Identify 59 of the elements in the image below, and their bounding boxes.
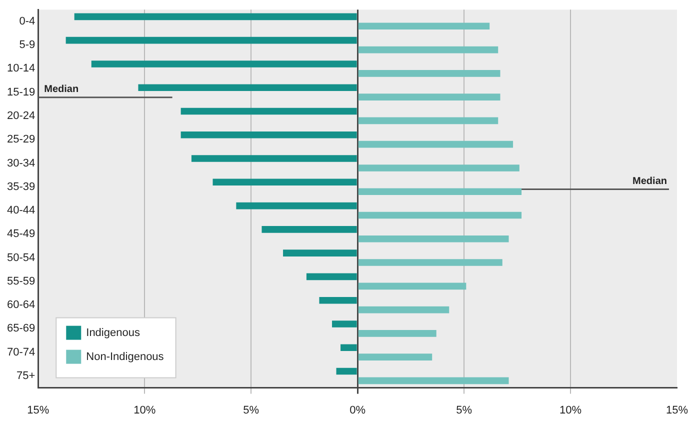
x-tick-label: 10% xyxy=(560,404,582,416)
y-tick-label: 60-64 xyxy=(6,299,36,312)
y-tick-label: 65-69 xyxy=(6,322,36,335)
y-tick-label: 0-4 xyxy=(19,15,36,28)
bar xyxy=(358,140,514,148)
bar xyxy=(358,46,498,54)
bar xyxy=(358,235,509,242)
x-tick-label: 0% xyxy=(350,404,366,416)
bar xyxy=(358,94,500,100)
y-tick-label: 50-54 xyxy=(6,252,36,264)
x-tick-label: 10% xyxy=(134,404,156,416)
bar xyxy=(358,306,450,314)
bar xyxy=(283,250,357,256)
x-tick-label: 15% xyxy=(27,404,50,416)
bar xyxy=(236,202,357,210)
bar xyxy=(340,344,357,352)
bar xyxy=(262,226,357,233)
x-tick-label: 5% xyxy=(243,404,260,416)
bar xyxy=(180,108,357,115)
bar xyxy=(358,354,432,360)
y-tick-label: 5-9 xyxy=(19,39,36,52)
x-tick-label: 15% xyxy=(666,404,688,416)
legend-label: Indigenous xyxy=(86,326,140,339)
bar xyxy=(332,320,357,328)
y-tick-label: 40-44 xyxy=(6,204,36,217)
bar xyxy=(358,164,520,172)
legend-label: Non-Indigenous xyxy=(86,350,164,363)
bar xyxy=(358,282,466,290)
bar xyxy=(74,13,357,20)
bar xyxy=(358,212,522,219)
bar xyxy=(306,273,357,280)
bar xyxy=(358,330,436,337)
bar xyxy=(358,117,498,124)
y-tick-label: 75+ xyxy=(16,370,36,382)
y-tick-label: 30-34 xyxy=(6,157,36,170)
bar xyxy=(180,131,357,138)
bar xyxy=(358,188,522,196)
annotation: Median xyxy=(632,176,667,187)
annotation: Median xyxy=(44,84,79,96)
y-tick-label: 35-39 xyxy=(6,180,36,193)
bar xyxy=(212,178,357,186)
bar xyxy=(66,36,357,44)
bar xyxy=(319,296,357,304)
bar xyxy=(191,155,357,162)
bar xyxy=(358,259,502,266)
y-tick-label: 10-14 xyxy=(6,62,36,75)
y-tick-label: 45-49 xyxy=(6,228,36,240)
bar xyxy=(358,22,490,30)
y-tick-label: 15-19 xyxy=(6,86,36,98)
x-tick-label: 5% xyxy=(456,404,472,416)
y-tick-label: 70-74 xyxy=(6,346,36,358)
y-tick-label: 25-29 xyxy=(6,134,36,146)
bar xyxy=(358,377,509,384)
bar xyxy=(336,368,357,375)
bar xyxy=(358,70,500,77)
y-tick-label: 20-24 xyxy=(6,110,36,122)
y-tick-label: 55-59 xyxy=(6,275,36,288)
bar xyxy=(91,60,357,68)
bar xyxy=(138,84,357,92)
